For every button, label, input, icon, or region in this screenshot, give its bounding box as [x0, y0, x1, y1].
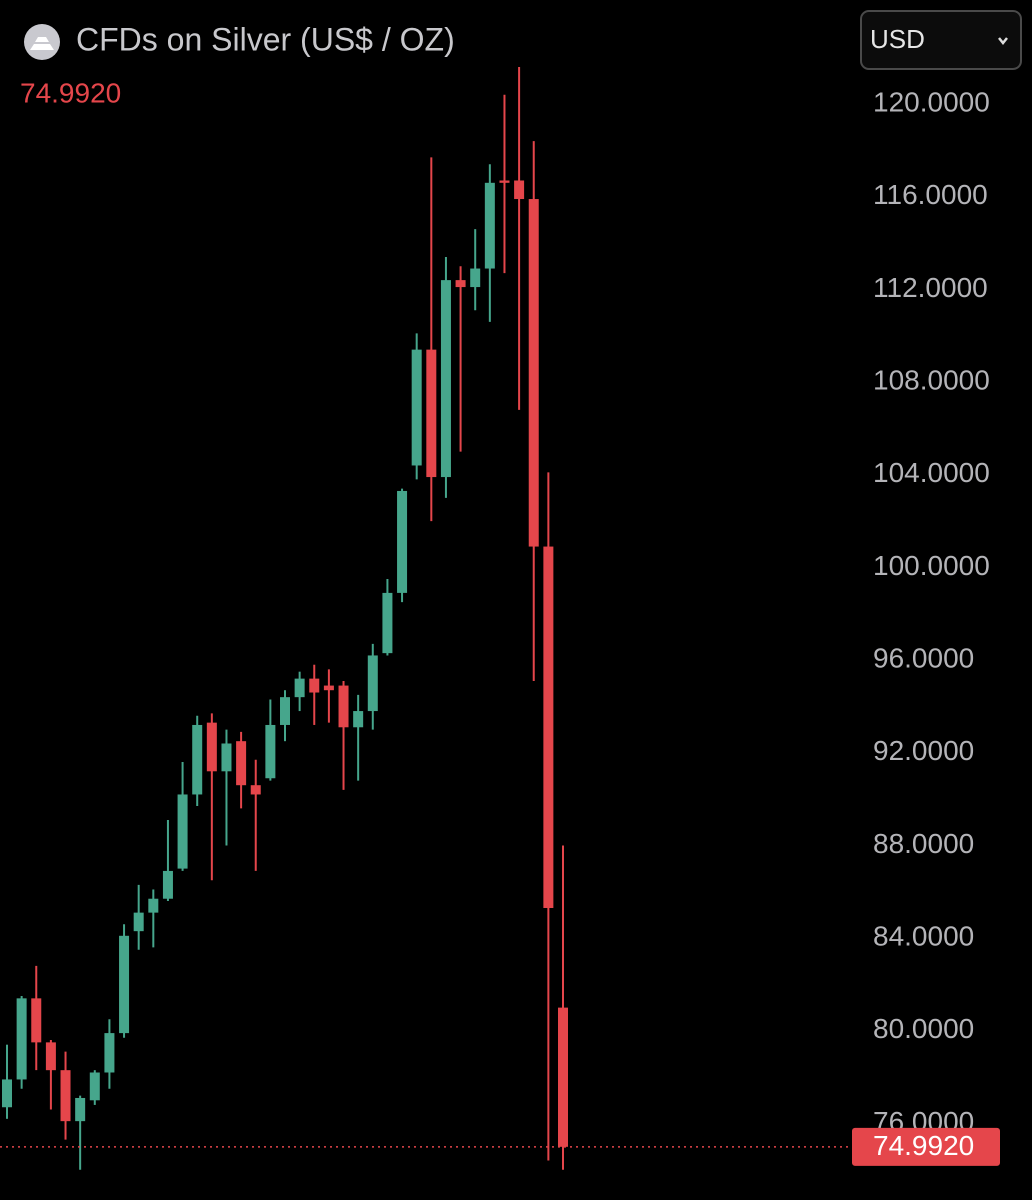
candle-body — [280, 697, 290, 725]
last-price: 74.9920 — [20, 77, 121, 108]
symbol-icon — [24, 24, 60, 60]
dropdown-box[interactable] — [860, 10, 1022, 70]
candle-body — [221, 743, 232, 772]
candle-body — [133, 912, 144, 932]
chart-title: CFDs on Silver (US$ / OZ) — [76, 21, 455, 57]
candle-body — [484, 182, 495, 269]
candle-body — [309, 678, 320, 693]
y-tick-label: 80.0000 — [873, 1013, 974, 1044]
dropdown-chevron[interactable] — [998, 37, 1008, 46]
candle-body — [265, 724, 276, 779]
y-tick-label: 108.0000 — [873, 364, 990, 395]
candle-body — [206, 722, 217, 772]
candle-body — [338, 685, 349, 728]
candle-body — [192, 724, 203, 795]
candle-body — [60, 1070, 71, 1122]
candle-body — [89, 1072, 100, 1101]
candle-body — [323, 685, 334, 691]
price-overlay: 74.9920 — [0, 1127, 1000, 1166]
candle-body — [148, 898, 159, 913]
candle-body — [499, 180, 510, 183]
dropdown-value[interactable]: USD — [870, 24, 925, 54]
y-tick-label: 104.0000 — [873, 457, 990, 488]
y-tick-label: 116.0000 — [873, 179, 988, 210]
candle-body — [367, 655, 378, 712]
y-tick-label: 112.0000 — [873, 272, 988, 303]
candle-body — [397, 490, 408, 593]
y-tick-label: 84.0000 — [873, 921, 974, 952]
candle-body — [16, 998, 27, 1080]
candle-body — [162, 870, 173, 899]
candle-body — [353, 711, 364, 728]
candle-body — [382, 592, 393, 654]
candle-body — [104, 1033, 115, 1073]
candle-body — [2, 1079, 12, 1108]
y-tick-label: 92.0000 — [873, 735, 974, 766]
candle-body — [440, 280, 451, 478]
candle-body — [177, 794, 188, 869]
candle-body — [75, 1097, 86, 1122]
candle-body — [45, 1042, 56, 1071]
candle-body — [455, 280, 466, 288]
candle-body — [470, 268, 481, 288]
candle-body — [528, 199, 539, 547]
candle-body — [543, 546, 554, 908]
y-tick-label: 120.0000 — [873, 86, 990, 117]
candle-body — [411, 349, 422, 466]
y-tick-label: 96.0000 — [873, 642, 974, 673]
current-price-tag — [852, 1127, 1000, 1166]
currency-dropdown[interactable]: USD — [860, 10, 1022, 70]
candle-body — [236, 741, 247, 786]
candle-body — [294, 678, 305, 698]
y-tick-label: 88.0000 — [873, 828, 974, 859]
y-tick-label: 100.0000 — [873, 550, 990, 581]
candle-body — [119, 935, 130, 1034]
candle-body — [558, 1007, 568, 1147]
candle-body — [31, 998, 42, 1043]
candle-body — [514, 180, 525, 200]
candle-body — [250, 785, 261, 795]
candle-body — [426, 349, 437, 478]
current-price-label: 74.9920 — [873, 1130, 974, 1161]
plot-area: 76.000080.000084.000088.000092.000096.00… — [2, 66, 990, 1170]
